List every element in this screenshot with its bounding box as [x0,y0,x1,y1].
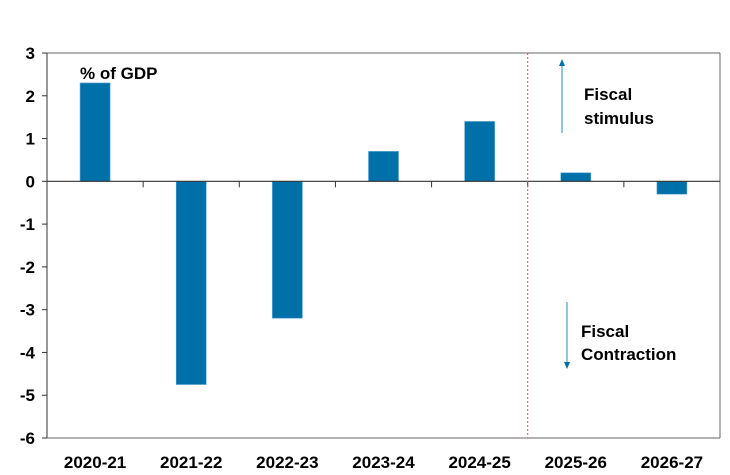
axes-group [46,52,721,439]
down-arrow-head-icon [564,362,570,369]
x-tick-label: 2026-27 [641,453,703,472]
y-tick-label: 3 [26,44,35,63]
y-tick-label: -6 [20,429,35,448]
bar-2026-27 [656,181,688,195]
stimulus-annotation: Fiscal stimulus [559,59,654,133]
contraction-label-line2: Contraction [581,345,676,364]
x-tick-label: 2022-23 [256,453,318,472]
x-tick-label: 2021-22 [160,453,222,472]
unit-label: % of GDP [80,64,157,83]
x-tick-label: 2024-25 [448,453,510,472]
contraction-annotation: Fiscal Contraction [564,302,676,369]
y-tick-label: -1 [20,215,35,234]
y-tick-label: -4 [20,343,36,362]
bar-2020-21 [79,82,111,182]
bar-2022-23 [272,181,303,319]
x-tick-label: 2020-21 [64,453,126,472]
bar-2023-24 [368,151,399,182]
x-tick-label: 2023-24 [352,453,415,472]
y-tick-label: -2 [20,258,35,277]
y-tick-label: -5 [20,386,35,405]
up-arrow-head-icon [559,59,565,66]
y-tick-label: 2 [26,87,35,106]
x-tick-label: 2025-26 [545,453,607,472]
bar-2024-25 [464,121,495,182]
contraction-label-line1: Fiscal [581,322,629,341]
y-tick-label: -3 [20,301,35,320]
bar-2025-26 [560,172,592,182]
stimulus-label-line1: Fiscal [584,85,632,104]
stimulus-label-line2: stimulus [584,109,654,128]
y-ticks-group: 3 2 1 0 -1 -2 -3 -4 -5 -6 [20,44,47,448]
bar-2021-22 [175,181,207,385]
x-ticks-group: 2020-21 2021-22 2022-23 2023-24 2024-25 2025-… [64,181,703,472]
y-tick-label: 0 [26,172,35,191]
y-tick-label: 1 [26,130,35,149]
